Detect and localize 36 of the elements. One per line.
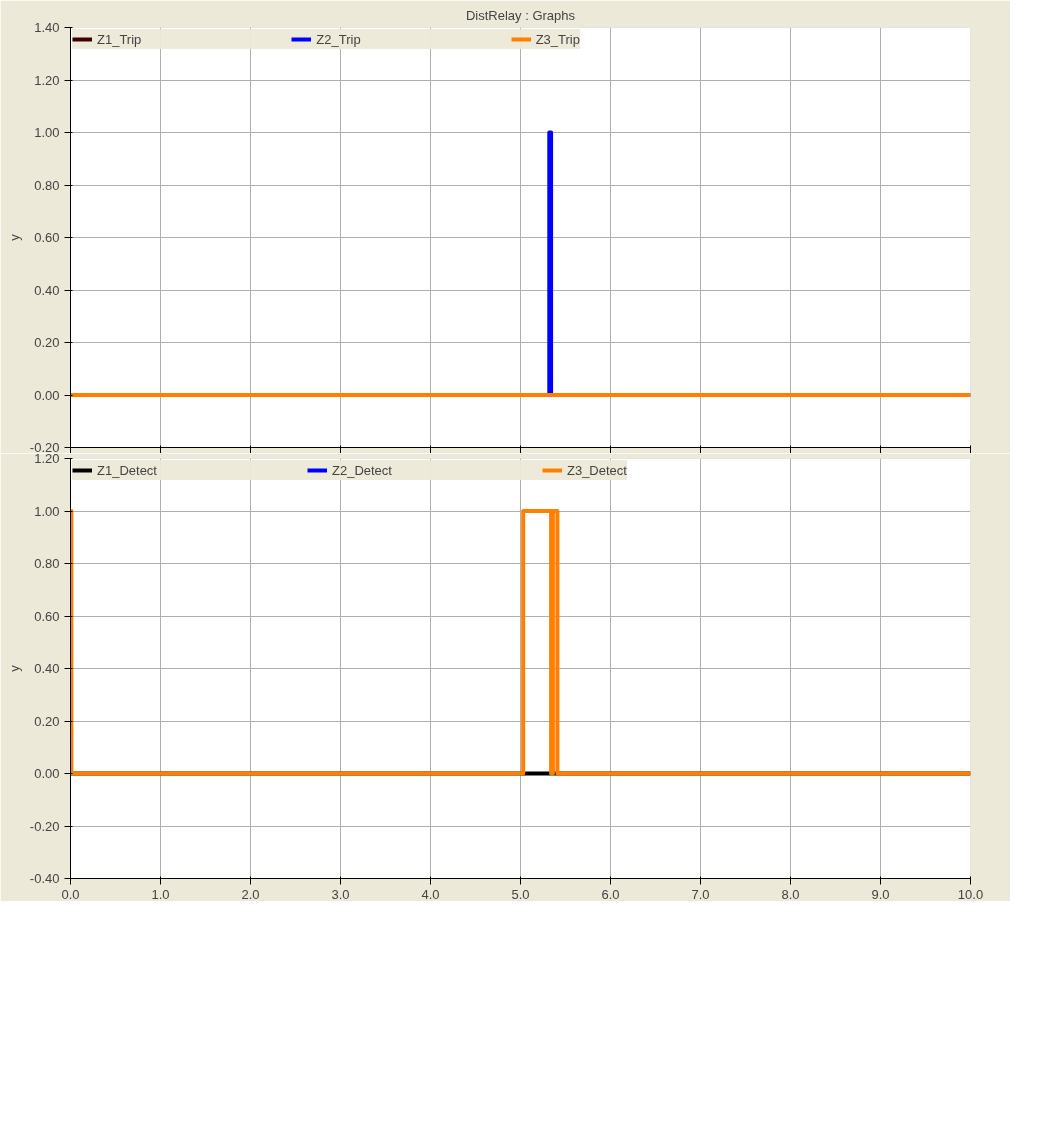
y-tick-label: 0.00 <box>34 766 60 781</box>
legend-label: Z3_Detect <box>566 462 627 478</box>
y-tick-label: 0.00 <box>34 387 60 403</box>
y-tick-label: 0.80 <box>34 177 60 193</box>
y-tick-label: 1.20 <box>34 72 60 88</box>
y-tick-label: 0.20 <box>34 713 60 729</box>
y-tick-label: 0.40 <box>34 661 60 676</box>
x-tick-label: 1.0 <box>151 886 170 902</box>
y-tick-label: 1.40 <box>34 20 60 35</box>
y-tick-label: 1.00 <box>34 125 60 140</box>
x-tick-label: 6.0 <box>601 886 620 902</box>
legend-label: Z2_Detect <box>331 462 392 478</box>
x-tick-label: 9.0 <box>871 886 890 902</box>
x-tick-label: 7.0 <box>691 886 710 902</box>
x-tick-label: 10.0 <box>957 886 984 902</box>
y-tick-label: 0.40 <box>34 282 60 298</box>
legend-label: Z1_Trip <box>97 31 142 47</box>
y-tick-label: 0.60 <box>34 230 60 245</box>
y-tick-label: -0.40 <box>29 871 60 886</box>
y-axis-title: y <box>6 233 22 241</box>
y-axis-title: y <box>6 664 22 672</box>
chart-title: DistRelay : Graphs <box>465 7 576 23</box>
x-tick-label: 3.0 <box>331 886 350 902</box>
y-tick-label: 0.80 <box>34 556 60 571</box>
x-tick-label: 2.0 <box>241 886 260 902</box>
x-tick-label: 0.0 <box>61 886 80 902</box>
y-tick-label: 1.00 <box>34 503 60 519</box>
legend-label: Z2_Trip <box>316 31 361 47</box>
x-tick-label: 8.0 <box>781 886 800 902</box>
y-tick-label: 0.20 <box>34 335 60 350</box>
y-tick-label: 0.60 <box>34 608 60 624</box>
legend-label: Z1_Detect <box>97 462 157 478</box>
legend-label: Z3_Trip <box>535 31 580 47</box>
x-tick-label: 5.0 <box>511 886 530 902</box>
y-tick-label: -0.20 <box>29 818 60 834</box>
x-tick-label: 4.0 <box>421 886 440 902</box>
